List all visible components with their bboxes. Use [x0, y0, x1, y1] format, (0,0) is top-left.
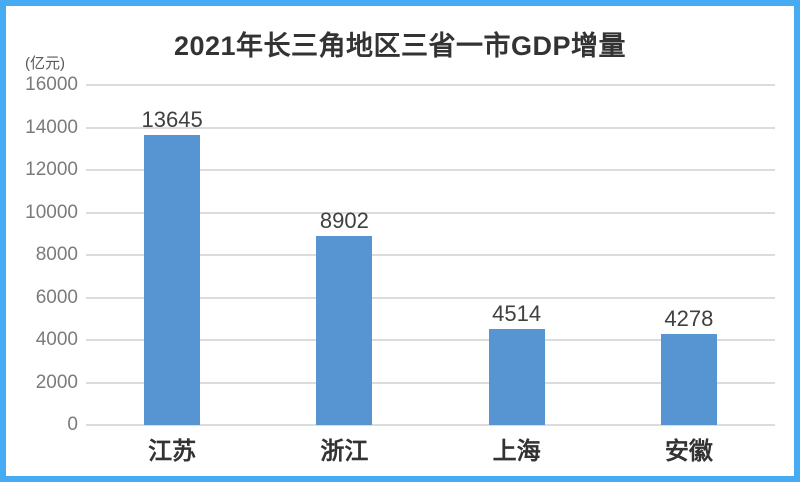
y-tick-label: 8000 — [35, 244, 78, 265]
y-axis-unit-label: (亿元) — [25, 55, 65, 72]
gridline — [86, 254, 775, 256]
bar — [660, 334, 717, 425]
bar — [488, 329, 545, 425]
gridline — [86, 169, 775, 171]
bar-value-label: 4278 — [664, 306, 714, 332]
x-category-label: 上海 — [492, 438, 541, 465]
x-category-label: 浙江 — [320, 438, 369, 465]
gridline — [86, 126, 775, 129]
gridline — [86, 381, 775, 384]
plot-area: 13645 8902 4514 4278 — [86, 84, 775, 426]
x-category-label: 江苏 — [148, 438, 197, 465]
bar — [144, 135, 201, 425]
y-tick-label: 0 — [67, 414, 78, 435]
gridline — [86, 424, 775, 426]
bar-value-label: 13645 — [141, 107, 203, 133]
y-tick-label: 14000 — [25, 116, 78, 138]
gridline — [86, 211, 775, 214]
gridline — [86, 339, 775, 341]
x-category-label: 安徽 — [664, 438, 713, 465]
y-tick-label: 16000 — [25, 74, 78, 95]
y-tick-label: 10000 — [25, 201, 78, 223]
y-tick-label: 12000 — [25, 159, 78, 180]
y-tick-label: 2000 — [35, 371, 78, 393]
gridline — [86, 84, 775, 86]
bar-value-label: 4514 — [492, 301, 542, 327]
gridline — [86, 296, 775, 299]
y-tick-label: 4000 — [35, 329, 78, 350]
bar — [316, 235, 373, 425]
chart-title: 2021年长三角地区三省一市GDP增量 — [173, 31, 627, 61]
y-tick-label: 6000 — [35, 286, 78, 308]
bar-value-label: 8902 — [319, 207, 369, 233]
